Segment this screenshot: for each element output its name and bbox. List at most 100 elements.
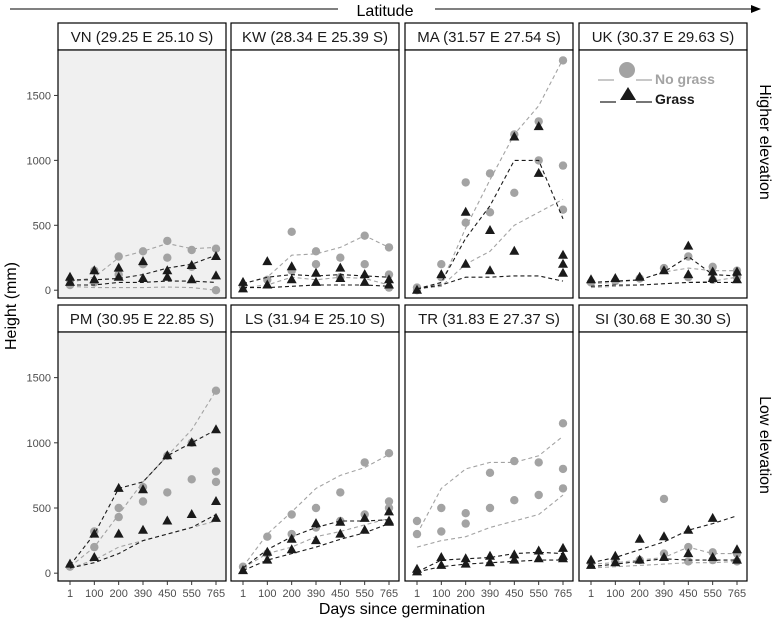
grass-point: [384, 506, 394, 516]
grass-point: [707, 552, 718, 561]
grass-point: [138, 273, 148, 282]
no-grass-point: [684, 252, 693, 261]
no-grass-point: [558, 205, 568, 214]
grass-point: [732, 544, 742, 554]
no-grass-point: [163, 253, 172, 262]
grass-point: [558, 542, 568, 552]
grass-point: [89, 552, 100, 561]
x-tick-label: 200: [282, 588, 300, 600]
no-grass-point: [263, 532, 272, 541]
y-tick-label: 1500: [27, 373, 51, 385]
grass-point: [162, 271, 173, 281]
panel-strip: [57, 304, 227, 333]
x-tick-label: 550: [355, 588, 373, 600]
y-tick-label: 0: [45, 568, 51, 580]
no-grass-point: [163, 236, 172, 246]
no-grass-point: [534, 490, 543, 500]
no-grass-point: [437, 527, 446, 536]
grass-point: [460, 206, 471, 216]
grass-point: [311, 276, 321, 286]
panels-layer: VN (29.25 E 25.10 S) KW (28.34 E 25.39 S)…: [57, 22, 748, 582]
no-grass-point: [114, 512, 123, 522]
panel-strip: [578, 304, 748, 333]
grass-point: [610, 550, 621, 560]
panel: UK (30.37 E 29.63 S): [578, 22, 748, 299]
no-grass-point: [138, 247, 148, 256]
grass-point: [533, 121, 544, 131]
x-tick-label: 765: [554, 588, 572, 600]
grass-point: [286, 261, 297, 271]
row-label-higher: Higher elevation: [756, 84, 772, 200]
x-tick-label: 550: [182, 588, 200, 600]
grass-point: [509, 549, 520, 559]
grass-point: [707, 512, 718, 522]
grass-point: [533, 167, 544, 177]
grass-point: [138, 256, 148, 266]
grass-point: [509, 554, 520, 564]
grass-point: [384, 516, 394, 526]
panel-area: [404, 331, 574, 582]
grass-point: [533, 553, 544, 563]
panel-strip: [404, 22, 574, 51]
latitude-label: Latitude: [357, 3, 414, 20]
no-grass-point: [510, 456, 519, 466]
x-tick-label: 550: [703, 588, 721, 600]
grass-point: [359, 269, 370, 279]
grass-point: [335, 516, 346, 526]
no-grass-point: [412, 529, 422, 539]
grass-point: [113, 528, 124, 538]
grass-point: [359, 276, 370, 286]
grass-point: [311, 518, 321, 528]
no-grass-point: [461, 509, 470, 518]
legend-grass-marker: [620, 87, 636, 100]
grass-point: [286, 274, 297, 284]
no_grass-low-trend-line: [416, 198, 564, 290]
no-grass-point: [558, 419, 568, 428]
panel-title: SI (30.68 E 30.30 S): [595, 311, 731, 328]
grass-point: [186, 509, 197, 518]
y-tick-label: 1000: [27, 438, 51, 450]
no-grass-point: [211, 467, 221, 476]
grass-point: [732, 274, 742, 284]
grass-point: [162, 265, 173, 275]
grass-point: [683, 524, 694, 534]
panel-area: [578, 331, 748, 582]
no-grass-point: [558, 464, 568, 474]
grass-point: [436, 269, 447, 279]
grass-point: [211, 496, 221, 505]
grass-point: [89, 274, 100, 284]
x-tick-label: 200: [456, 588, 474, 600]
grass-point: [286, 533, 297, 543]
x-tick-label: 1: [588, 588, 594, 600]
grass-point: [238, 565, 248, 575]
x-tick-label: 390: [655, 588, 673, 600]
grass-point: [262, 279, 273, 289]
no-grass-point: [211, 244, 221, 253]
legend-grass-label: Grass: [655, 91, 695, 107]
panel-title: LS (31.94 E 25.10 S): [245, 311, 385, 328]
x-tick-label: 100: [258, 588, 276, 600]
x-tick-label: 200: [630, 588, 648, 600]
panel: SI (30.68 E 30.30 S): [578, 304, 748, 582]
no_grass-low-trend-line: [416, 494, 564, 548]
no-grass-point: [287, 227, 296, 236]
x-tick-label: 450: [679, 588, 697, 600]
grass-point: [138, 484, 148, 494]
no-grass-point: [534, 458, 543, 467]
no_grass-mean-trend-line: [242, 454, 390, 568]
x-tick-label: 765: [728, 588, 746, 600]
no-grass-point: [659, 494, 669, 504]
grass-point: [89, 528, 100, 538]
panel-area: [230, 49, 400, 299]
no-grass-point: [360, 231, 369, 240]
no-grass-point: [384, 243, 394, 252]
x-tick-label: 1: [67, 588, 73, 600]
grass-point: [335, 273, 346, 282]
grass-point: [732, 554, 742, 564]
x-tick-label: 765: [207, 588, 225, 600]
no-grass-point: [311, 260, 321, 269]
grass-point: [509, 131, 520, 141]
grass-point: [460, 553, 471, 563]
x-tick-label: 100: [606, 588, 624, 600]
grass-point: [162, 450, 173, 460]
